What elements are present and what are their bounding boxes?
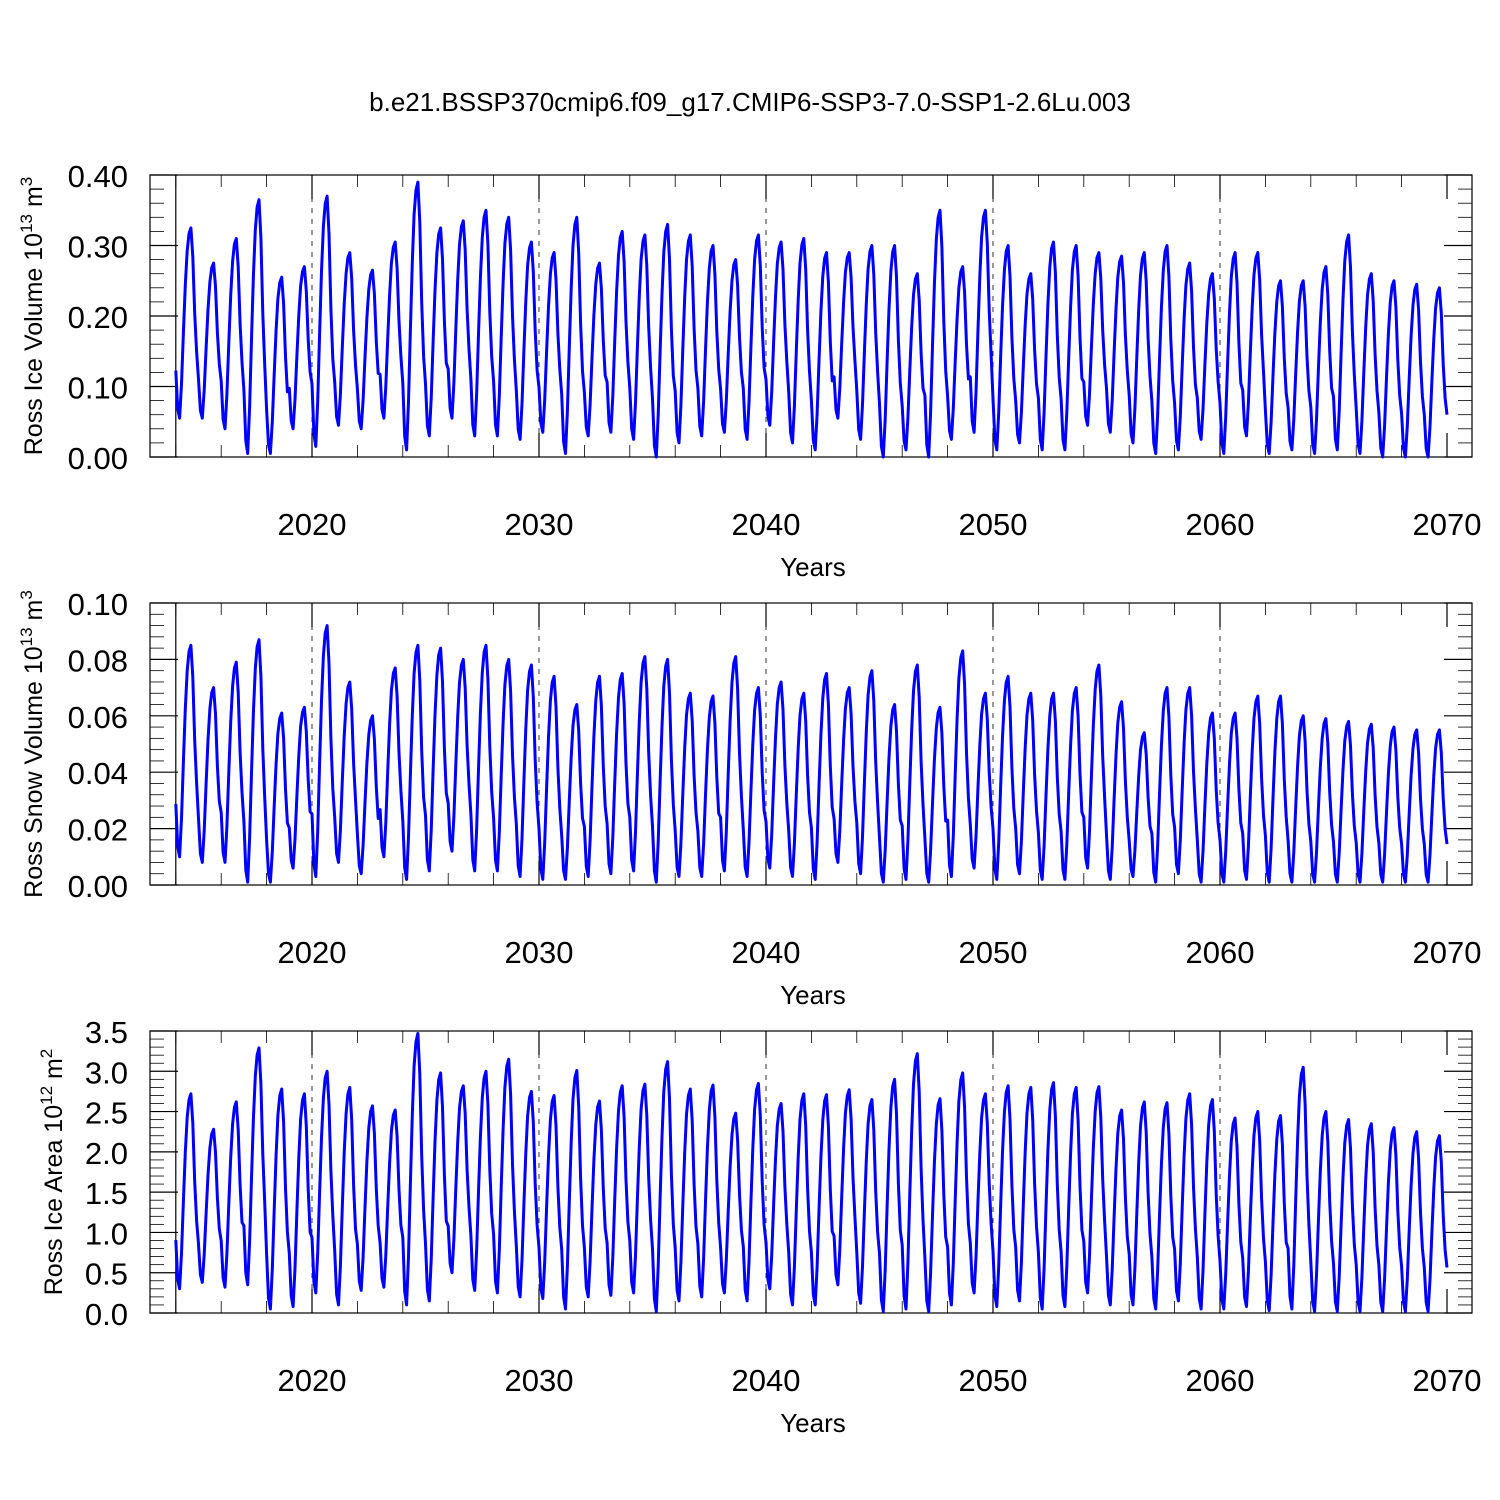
y-tick-label: 0.08 <box>68 643 128 678</box>
y-tick-label: 1.0 <box>85 1216 128 1251</box>
y-tick-label: 0.04 <box>68 756 128 791</box>
y-axis-label: Ross Ice Area 1012 m2 <box>37 1049 68 1296</box>
x-tick-label: 2020 <box>278 1363 347 1398</box>
y-tick-label: 1.5 <box>85 1176 128 1211</box>
x-tick-label: 2020 <box>278 507 347 542</box>
x-tick-label: 2030 <box>505 935 574 970</box>
x-tick-label: 2040 <box>732 507 801 542</box>
x-tick-label: 2060 <box>1186 1363 1255 1398</box>
y-tick-label: 2.5 <box>85 1096 128 1131</box>
x-tick-label: 2060 <box>1186 935 1255 970</box>
y-tick-label: 0.06 <box>68 700 128 735</box>
x-tick-label: 2050 <box>959 935 1028 970</box>
y-tick-label: 0.40 <box>68 159 128 194</box>
x-axis-label: Years <box>780 1408 846 1438</box>
panel-2: 0.00 0.02 0.04 0.06 0.08 0.10 2020 2030 2040 2050… <box>17 587 1481 1010</box>
y-tick-label: 0.00 <box>68 441 128 476</box>
y-tick-label: 0.10 <box>68 371 128 406</box>
x-tick-label: 2020 <box>278 935 347 970</box>
x-axis-label: Years <box>780 980 846 1010</box>
x-tick-label: 2040 <box>732 935 801 970</box>
y-axis-label: Ross Snow Volume 1013 m3 <box>17 590 48 898</box>
x-tick-label: 2050 <box>959 1363 1028 1398</box>
x-tick-label: 2050 <box>959 507 1028 542</box>
series-line-2 <box>174 624 1449 884</box>
y-tick-label: 2.0 <box>85 1136 128 1171</box>
x-tick-label: 2040 <box>732 1363 801 1398</box>
series-line-3 <box>174 1031 1449 1313</box>
y-tick-label: 0.02 <box>68 813 128 848</box>
y-tick-label: 3.5 <box>85 1015 128 1050</box>
x-tick-label: 2070 <box>1413 1363 1482 1398</box>
y-tick-label: 0.5 <box>85 1257 128 1292</box>
series-line-1 <box>174 180 1449 459</box>
x-axis-label: Years <box>780 552 846 582</box>
x-tick-label: 2030 <box>505 507 574 542</box>
y-tick-label: 0.00 <box>68 869 128 904</box>
x-tick-label: 2060 <box>1186 507 1255 542</box>
y-tick-label: 3.0 <box>85 1055 128 1090</box>
x-tick-label: 2070 <box>1413 935 1482 970</box>
x-tick-label: 2070 <box>1413 507 1482 542</box>
panel-3: 0.0 0.5 1.0 1.5 2.0 2.5 3.0 3.5 2020 2030 2040 2050… <box>37 1015 1481 1438</box>
figure-title: b.e21.BSSP370cmip6.f09_g17.CMIP6-SSP3-7.… <box>369 87 1131 117</box>
y-axis-label: Ross Ice Volume 1013 m3 <box>17 177 48 456</box>
y-tick-label: 0.0 <box>85 1297 128 1332</box>
x-tick-label: 2030 <box>505 1363 574 1398</box>
y-tick-label: 0.20 <box>68 300 128 335</box>
y-tick-label: 0.10 <box>68 587 128 622</box>
panel-1: 0.00 0.10 0.20 0.30 0.40 2020 2030 2040 2050 2060… <box>17 159 1481 582</box>
y-tick-label: 0.30 <box>68 230 128 265</box>
